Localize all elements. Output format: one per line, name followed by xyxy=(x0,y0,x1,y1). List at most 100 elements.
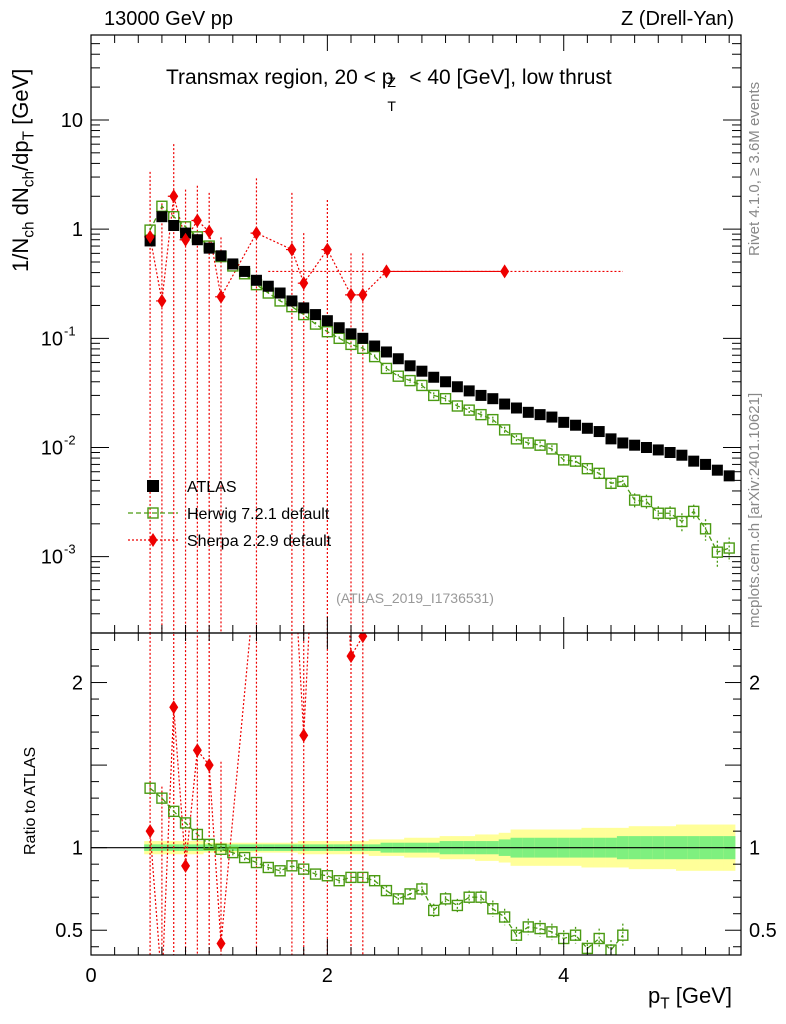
herwig-ratio-point xyxy=(286,860,298,872)
atlas-point xyxy=(593,426,605,438)
x-tick-label: 2 xyxy=(322,965,333,987)
sherpa-point xyxy=(322,242,332,257)
herwig-ratio-point xyxy=(416,883,428,895)
herwig-point xyxy=(321,325,334,338)
sherpa-point xyxy=(192,213,202,228)
herwig-ratio-point xyxy=(569,929,582,941)
atlas-point xyxy=(203,242,215,254)
herwig-point xyxy=(664,507,676,519)
ratio-plot-frame xyxy=(90,632,742,956)
herwig-point xyxy=(640,495,653,508)
herwig-ratio-point xyxy=(617,929,629,941)
herwig-ratio-point xyxy=(309,868,322,880)
herwig-ratio-point xyxy=(238,851,251,864)
y-tick-label: 10 xyxy=(41,328,63,350)
atlas-point xyxy=(451,381,463,393)
atlas-point xyxy=(617,437,629,449)
atlas-point xyxy=(215,250,227,262)
atlas-point xyxy=(570,419,582,431)
herwig-point xyxy=(628,494,641,506)
ratio-y-tick-label-right: 0.5 xyxy=(749,920,777,942)
legend-label: ATLAS xyxy=(187,479,237,496)
herwig-point xyxy=(534,439,546,451)
ratio-y-tick-label: 0.5 xyxy=(55,920,83,942)
sherpa-point xyxy=(204,224,214,239)
sherpa-point xyxy=(145,229,155,244)
atlas-point xyxy=(723,470,735,482)
herwig-ratio-point xyxy=(463,891,475,903)
atlas-point xyxy=(168,219,180,231)
herwig-point xyxy=(711,546,724,558)
atlas-point xyxy=(676,449,688,461)
herwig-ratio-point xyxy=(522,921,534,933)
herwig-ratio-point xyxy=(179,817,192,829)
atlas-point xyxy=(652,444,664,456)
legend-atlas-marker xyxy=(147,480,159,492)
atlas-point xyxy=(250,274,262,286)
herwig-ratio-point xyxy=(439,893,452,905)
sherpa-ratio-point xyxy=(346,649,356,664)
herwig-ratio-point xyxy=(605,944,617,955)
herwig-point xyxy=(498,424,511,436)
atlas-point xyxy=(558,416,570,428)
herwig-ratio-point xyxy=(227,846,239,859)
y-tick-label: 1 xyxy=(72,219,83,241)
herwig-ratio-point xyxy=(475,891,487,903)
herwig-ratio-point xyxy=(428,904,440,917)
herwig-point xyxy=(392,370,404,382)
herwig-point xyxy=(676,515,688,528)
herwig-ratio-point xyxy=(368,874,381,887)
atlas-point xyxy=(227,258,239,270)
y-tick-label: 10 xyxy=(41,438,63,460)
ratio-y-tick-label-right: 2 xyxy=(749,673,760,695)
atlas-point xyxy=(440,376,452,388)
sherpa-point xyxy=(251,226,261,241)
ratio-y-tick-label: 1 xyxy=(72,838,83,860)
atlas-point xyxy=(475,389,487,401)
sherpa-point xyxy=(287,242,297,257)
atlas-point xyxy=(664,446,676,458)
atlas-point xyxy=(463,385,475,397)
rivet-version-label: Rivet 4.1.0, ≥ 3.6M events xyxy=(746,81,763,256)
energy-label: 13000 GeV pp xyxy=(104,8,233,30)
herwig-ratio-point xyxy=(593,932,605,945)
herwig-ratio-point xyxy=(380,884,393,897)
sherpa-point xyxy=(169,189,179,204)
atlas-point xyxy=(156,211,168,223)
herwig-point xyxy=(463,404,475,416)
herwig-point xyxy=(546,443,558,455)
mcplots-label: mcplots.cern.ch [arXiv:2401.10621] xyxy=(746,392,763,628)
herwig-point xyxy=(558,454,570,466)
herwig-point xyxy=(368,350,381,363)
atlas-point xyxy=(629,439,641,451)
sherpa-ratio-point xyxy=(145,824,155,839)
atlas-point xyxy=(239,265,251,277)
sherpa-point xyxy=(381,264,391,279)
atlas-point xyxy=(321,315,333,327)
atlas-point xyxy=(711,464,723,476)
atlas-point xyxy=(546,411,558,423)
sherpa-ratio-point xyxy=(192,743,202,758)
atlas-point xyxy=(357,332,369,344)
herwig-ratio-point xyxy=(262,861,274,874)
sherpa-point xyxy=(358,287,368,302)
herwig-point xyxy=(605,477,617,490)
herwig-point xyxy=(569,455,582,467)
herwig-point xyxy=(475,408,487,421)
atlas-point xyxy=(428,371,440,383)
herwig-ratio-point xyxy=(156,792,168,804)
herwig-point xyxy=(404,374,416,387)
herwig-point xyxy=(428,389,440,402)
herwig-point xyxy=(652,507,664,519)
sherpa-ratio-point xyxy=(216,936,226,951)
herwig-point xyxy=(451,400,464,412)
herwig-point xyxy=(522,437,534,449)
herwig-ratio-point xyxy=(546,926,558,938)
herwig-ratio-point xyxy=(250,856,263,869)
atlas-point xyxy=(700,458,712,470)
y-axis-label: 1/Nch dNch/dpT [GeV] xyxy=(8,68,38,272)
herwig-ratio-line xyxy=(149,787,624,952)
